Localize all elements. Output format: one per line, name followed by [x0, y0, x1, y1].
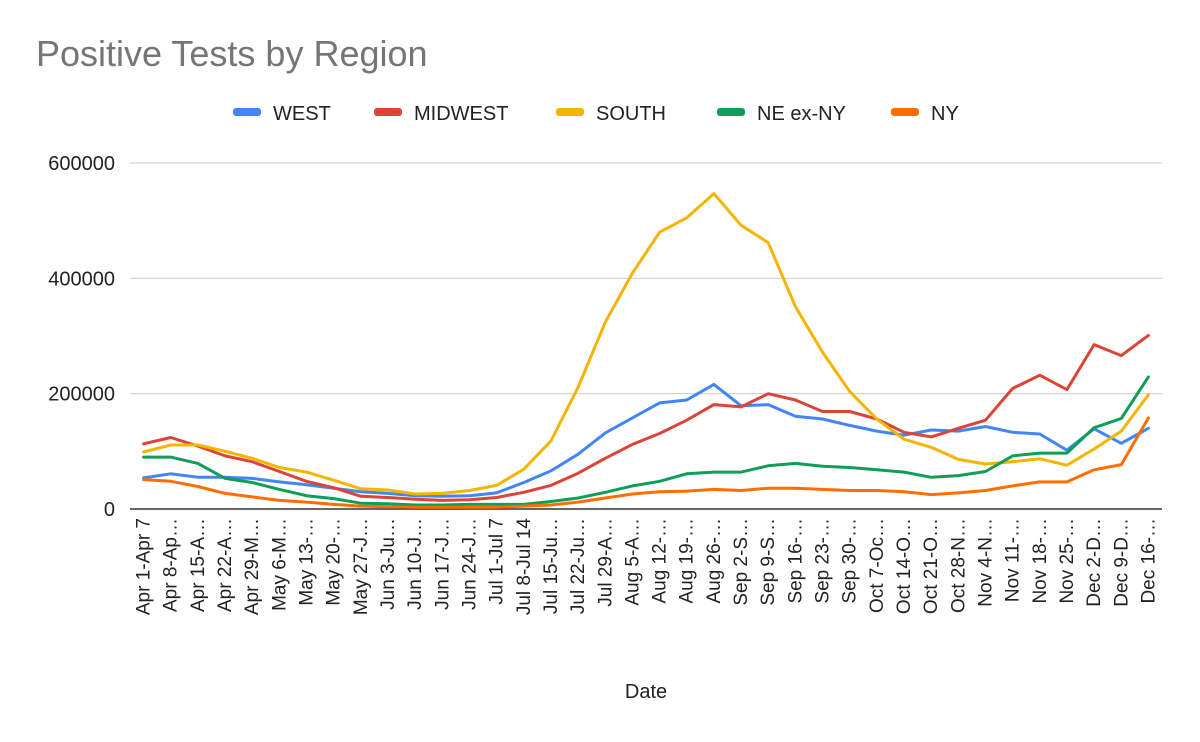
series-lines	[142, 192, 1150, 509]
legend-label-midwest: MIDWEST	[414, 103, 508, 125]
y-tick-label: 600000	[48, 153, 115, 175]
x-tick-label: Oct 14-O…	[894, 518, 915, 614]
legend-label-ny: NY	[931, 103, 959, 125]
x-tick-label: Jul 22-Ju…	[568, 518, 589, 614]
x-tick-label: Nov 4-N…	[975, 518, 996, 607]
x-tick-label: Jul 15-Ju…	[541, 518, 562, 614]
legend-label-ne-ex-ny: NE ex-NY	[757, 103, 846, 125]
legend-swatch-ne-ex-ny	[717, 108, 745, 116]
x-tick-label: Jun 17-J…	[432, 518, 453, 610]
x-tick-label: Apr 29-M…	[242, 518, 263, 615]
legend-swatch-midwest	[374, 108, 402, 116]
x-tick-label: Aug 19-…	[677, 518, 698, 604]
x-tick-label: May 13-…	[297, 518, 318, 606]
x-tick-label: Apr 15-A…	[188, 518, 209, 612]
x-tick-label: Dec 9-D…	[1111, 518, 1132, 607]
x-tick-label: Jul 8-Jul 14	[514, 518, 535, 616]
x-tick-label: Aug 12-…	[650, 518, 671, 604]
x-tick-label: Nov 18-…	[1030, 518, 1051, 604]
x-tick-label: Jul 29-A…	[595, 518, 616, 607]
x-tick-label: Jul 1-Jul 7	[487, 518, 508, 605]
x-tick-label: Nov 11-…	[1003, 518, 1024, 602]
x-tick-label: Apr 22-A…	[215, 518, 236, 612]
x-tick-label: Aug 5-A…	[622, 518, 643, 606]
x-tick-label: Sep 2-S…	[731, 518, 752, 606]
legend: WEST MIDWEST SOUTH NE ex-NY NY	[233, 103, 959, 125]
x-tick-label: Jun 24-J…	[459, 518, 480, 610]
y-tick-label: 400000	[48, 268, 115, 290]
y-axis: 0 200000 400000 600000	[48, 153, 115, 521]
x-tick-label: Oct 7-Oc…	[867, 518, 888, 613]
legend-label-west: WEST	[273, 103, 331, 125]
series-line-south	[142, 192, 1150, 496]
x-tick-label: Sep 30-…	[840, 518, 861, 604]
gridlines	[130, 162, 1162, 510]
x-tick-label: Jun 10-J…	[405, 518, 426, 610]
x-tick-label: Oct 21-O…	[921, 518, 942, 614]
series-line-ne-ex-ny	[142, 375, 1150, 507]
x-tick-label: May 20-…	[324, 518, 345, 606]
y-tick-label: 200000	[48, 384, 115, 406]
x-tick-label: Nov 25-…	[1057, 518, 1078, 604]
x-tick-label: Dec 16-…	[1138, 518, 1159, 604]
legend-swatch-west	[233, 108, 261, 116]
x-tick-label: Sep 23-…	[813, 518, 834, 604]
series-line-west	[142, 382, 1150, 498]
series-line-ny	[142, 416, 1150, 509]
x-tick-label: May 27-J…	[351, 518, 372, 615]
legend-swatch-south	[556, 108, 584, 116]
x-tick-label: Sep 16-…	[785, 518, 806, 604]
x-axis-label: Date	[625, 681, 667, 703]
x-tick-label: Aug 26-…	[704, 518, 725, 604]
x-tick-label: Dec 2-D…	[1084, 518, 1105, 607]
x-tick-label: Apr 1-Apr 7	[134, 518, 155, 615]
chart-title: Positive Tests by Region	[36, 33, 428, 74]
x-tick-label: Sep 9-S…	[758, 518, 779, 606]
x-axis: Apr 1-Apr 7 Apr 8-Ap… Apr 15-A… Apr 22-A… Ap…	[134, 518, 1160, 616]
legend-swatch-ny	[891, 108, 919, 116]
x-tick-label: May 6-M…	[269, 518, 290, 611]
x-tick-label: Jun 3-Ju…	[378, 518, 399, 610]
x-tick-label: Apr 8-Ap…	[161, 518, 182, 612]
legend-label-south: SOUTH	[596, 103, 666, 125]
x-tick-label: Oct 28-N…	[948, 518, 969, 613]
y-tick-label: 0	[104, 499, 115, 521]
series-line-midwest	[142, 333, 1150, 502]
